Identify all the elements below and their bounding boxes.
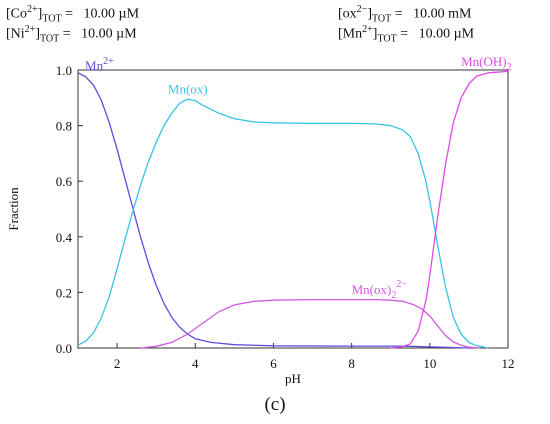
series-line-mnoh2 [390, 70, 509, 349]
y-tick-label: 1.0 [56, 63, 72, 78]
condition-mn: [Mn2+]TOT = 10.00 µM [338, 24, 475, 45]
y-tick-label: 0.6 [56, 174, 73, 189]
series-label-mnox: Mn(ox) [168, 82, 208, 97]
x-tick-label: 6 [270, 356, 277, 371]
condition-co: [Co2+]TOT = 10.00 µM [6, 4, 140, 25]
x-tick-label: 4 [192, 356, 199, 371]
series-line-mnox2 [140, 298, 481, 349]
x-tick-label: 10 [423, 356, 436, 371]
y-tick-label: 0.0 [56, 341, 72, 356]
plot-frame [77, 69, 509, 349]
x-tick-label: 8 [348, 356, 355, 371]
condition-ox: [ox2−]TOT = 10.00 mM [338, 4, 472, 25]
series-label-mnoh2: Mn(OH)2 [461, 54, 512, 73]
y-axis-label: Fraction [6, 187, 21, 231]
x-tick-label: 2 [114, 356, 121, 371]
series-label-mn2: Mn2+ [85, 56, 114, 73]
x-axis-label: pH [285, 371, 301, 386]
panel-label: (c) [264, 394, 286, 415]
series-label-mnox2: Mn(ox)22− [352, 279, 408, 301]
y-tick-label: 0.4 [56, 230, 73, 245]
y-tick-label: 0.8 [56, 119, 72, 134]
series-line-mnox [77, 98, 489, 349]
series-line-mn2 [77, 72, 469, 349]
y-tick-label: 0.2 [56, 285, 72, 300]
condition-ni: [Ni2+]TOT = 10.00 µM [6, 24, 137, 45]
x-tick-label: 12 [502, 356, 515, 371]
